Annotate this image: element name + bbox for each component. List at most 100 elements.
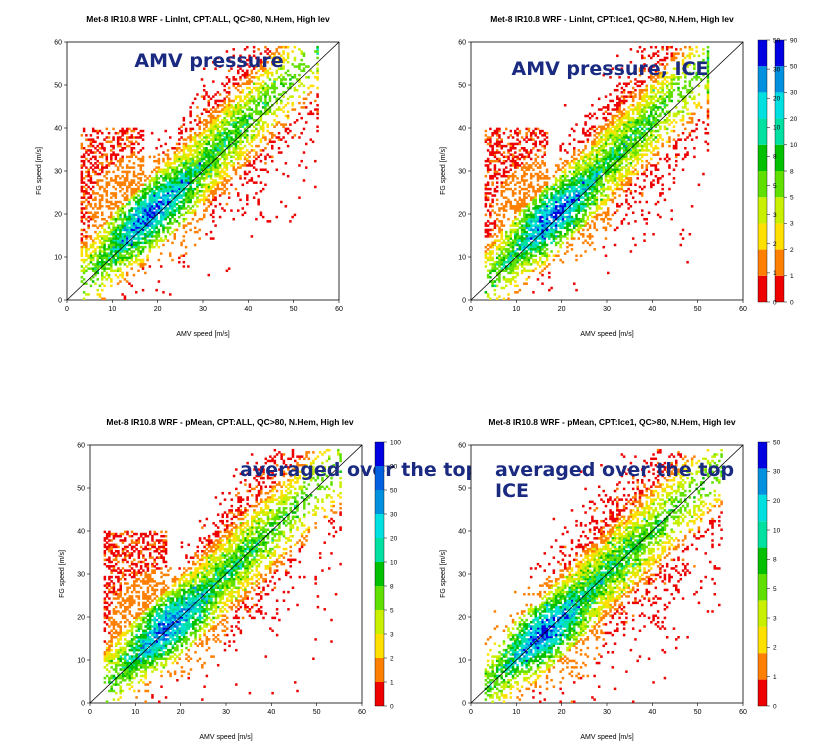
heatmap-cell [611, 172, 615, 176]
heatmap-cell [178, 177, 181, 180]
heatmap-cell [214, 166, 217, 169]
heatmap-cell [225, 95, 229, 98]
heatmap-cell [232, 129, 235, 133]
heatmap-cell [539, 226, 542, 230]
heatmap-cell [525, 162, 528, 165]
heatmap-cell [101, 288, 104, 292]
heatmap-cell [688, 82, 692, 85]
heatmap-cell [545, 265, 549, 268]
heatmap-cell [591, 170, 594, 174]
heatmap-cell [139, 258, 143, 262]
heatmap-cell [609, 112, 612, 116]
heatmap-cell [227, 106, 231, 109]
heatmap-cell [529, 243, 533, 247]
heatmap-cell [527, 190, 531, 193]
heatmap-cell [529, 233, 533, 236]
heatmap-cell [182, 166, 186, 169]
heatmap-cell [659, 127, 662, 131]
heatmap-cell [591, 190, 594, 193]
heatmap-cell [132, 224, 136, 227]
heatmap-cell [688, 52, 692, 55]
heatmap-cell [656, 80, 660, 83]
heatmap-cell [629, 121, 633, 124]
heatmap-cell [237, 121, 240, 124]
heatmap-cell [82, 190, 86, 193]
heatmap-cell [243, 82, 247, 85]
heatmap-cell [516, 200, 519, 204]
heatmap-cell [514, 205, 517, 208]
heatmap-cell [114, 254, 118, 257]
heatmap-cell [545, 177, 549, 180]
heatmap-cell [273, 110, 276, 113]
heatmap-cell [613, 142, 617, 146]
heatmap-cell [87, 254, 90, 257]
heatmap-cell [205, 174, 208, 178]
heatmap-cell [527, 269, 531, 273]
heatmap-cell [261, 61, 265, 64]
heatmap-cell [616, 187, 619, 191]
heatmap-cell [91, 192, 95, 195]
heatmap-cell [128, 235, 131, 238]
heatmap-cell [516, 235, 519, 238]
heatmap-cell [625, 116, 628, 120]
heatmap-cell [259, 125, 263, 128]
heatmap-cell [509, 241, 513, 245]
heatmap-cell [266, 112, 269, 116]
heatmap-cell [670, 73, 673, 77]
heatmap-cell [507, 243, 510, 247]
heatmap-cell [622, 134, 626, 137]
heatmap-cell [196, 147, 199, 150]
heatmap-cell [566, 174, 569, 178]
heatmap-cell [264, 147, 267, 150]
heatmap-cell [98, 263, 102, 266]
heatmap-cell [137, 172, 140, 176]
heatmap-cell [645, 134, 649, 137]
heatmap-cell [582, 166, 585, 169]
heatmap-cell [659, 177, 662, 180]
heatmap-cell [625, 157, 628, 161]
heatmap-cell [119, 245, 122, 249]
heatmap-cell [110, 213, 113, 217]
heatmap-cell [91, 258, 95, 262]
heatmap-cell [180, 170, 183, 174]
heatmap-cell [573, 192, 576, 195]
heatmap-cell [600, 185, 603, 189]
heatmap-cell [101, 250, 104, 253]
heatmap-cell [241, 91, 245, 94]
heatmap-cell [588, 174, 592, 178]
heatmap-cell [684, 45, 687, 49]
heatmap-cell [257, 202, 260, 206]
heatmap-cell [96, 211, 99, 214]
heatmap-cell [536, 155, 540, 159]
heatmap-cell [214, 224, 217, 227]
heatmap-cell [625, 134, 628, 137]
heatmap-cell [184, 159, 188, 163]
heatmap-cell [205, 155, 208, 159]
heatmap-cell [230, 104, 233, 107]
heatmap-cell [150, 187, 154, 191]
heatmap-cell [486, 293, 490, 296]
heatmap-cell [545, 228, 549, 232]
heatmap-cell [604, 153, 608, 156]
heatmap-cell [116, 205, 120, 208]
heatmap-cell [280, 101, 283, 105]
heatmap-cell [586, 155, 590, 159]
heatmap-cell [627, 106, 630, 109]
heatmap-cell [128, 237, 131, 240]
heatmap-cell [223, 157, 226, 161]
heatmap-cell [611, 151, 615, 154]
heatmap-cell [618, 170, 621, 174]
heatmap-cell [586, 217, 590, 221]
heatmap-cell [693, 65, 696, 68]
heatmap-cell [613, 127, 617, 131]
heatmap-cell [196, 155, 199, 159]
heatmap-cell [527, 248, 531, 251]
heatmap-cell [548, 288, 551, 292]
heatmap-cell [166, 157, 170, 161]
heatmap-cell [85, 250, 88, 253]
heatmap-cell [200, 164, 204, 167]
heatmap-cell [184, 172, 188, 176]
heatmap-cell [534, 153, 537, 156]
heatmap-cell [189, 170, 192, 174]
heatmap-cell [489, 269, 492, 273]
